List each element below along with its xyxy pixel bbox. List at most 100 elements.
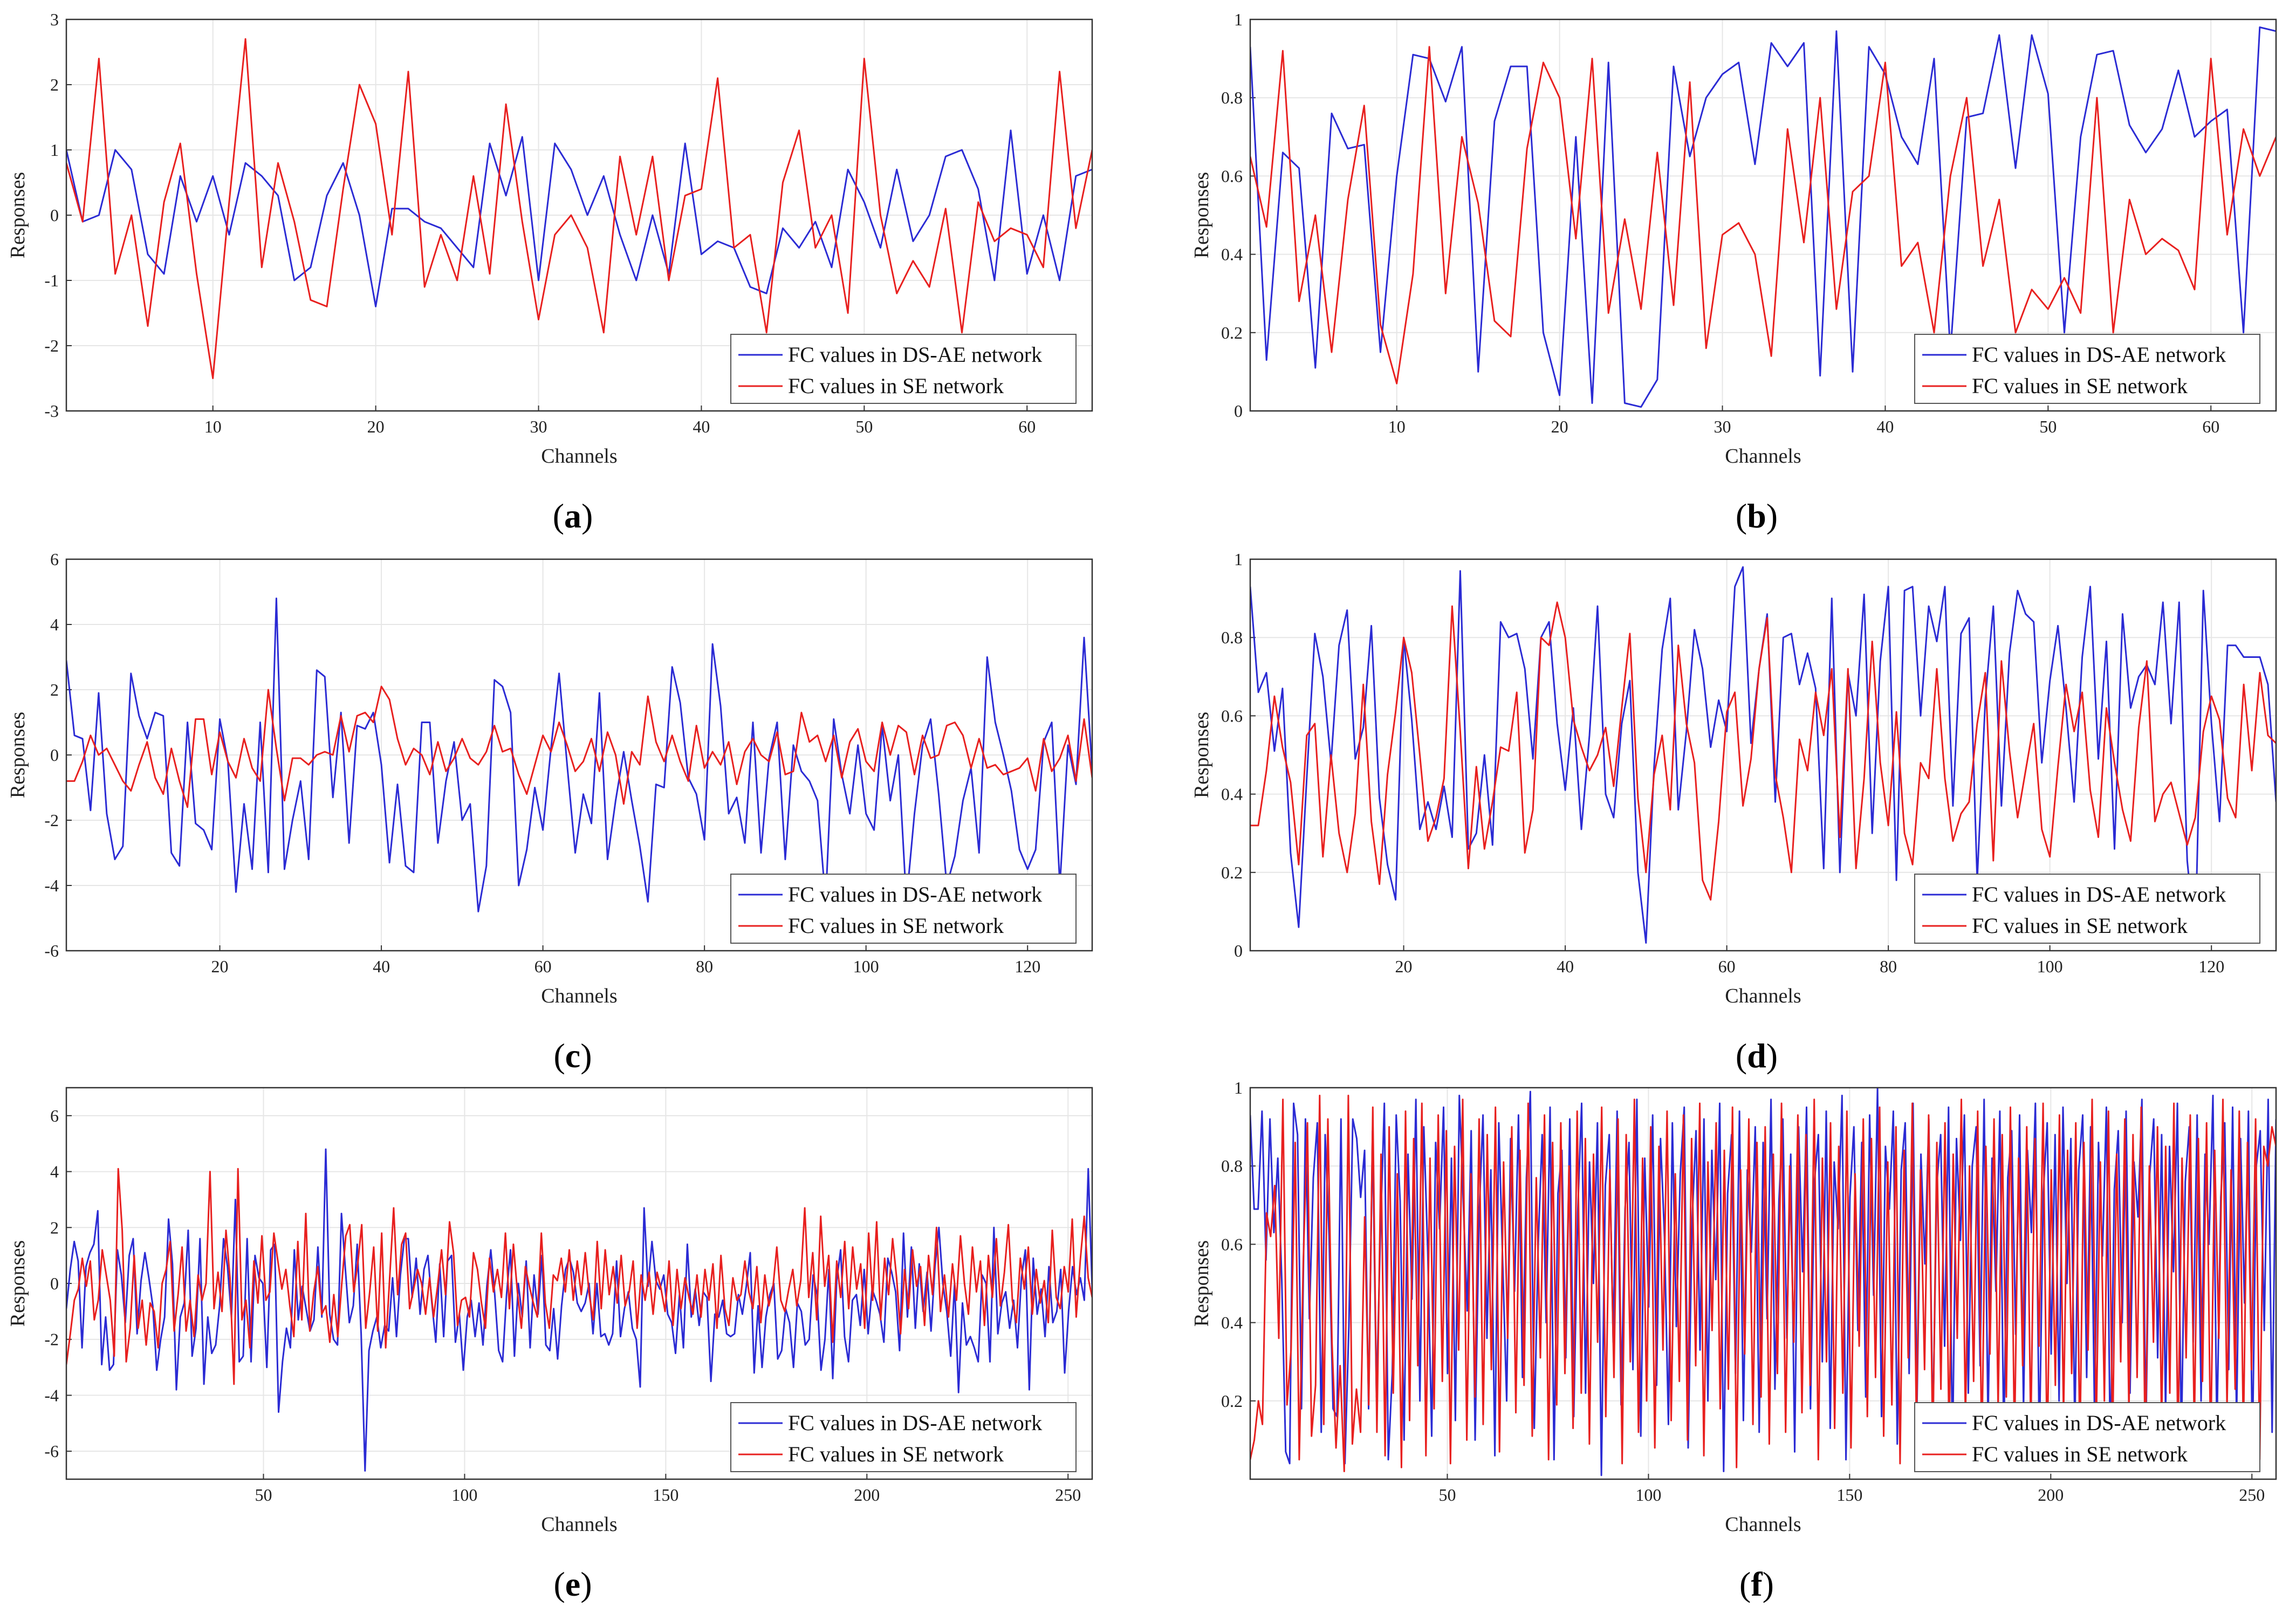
x-tick-label: 10 <box>1388 417 1406 436</box>
legend-entry: FC values in DS-AE network <box>1972 1411 2226 1435</box>
plot-frame <box>1249 558 2277 952</box>
y-tick-label: 0.2 <box>1221 1391 1243 1411</box>
series-line-se <box>66 38 1092 379</box>
y-tick-label: 0 <box>1234 941 1243 960</box>
x-tick-label: 250 <box>2239 1485 2265 1505</box>
y-tick-label: 0.2 <box>1221 323 1243 342</box>
y-tick-label: 0.2 <box>1221 863 1243 882</box>
y-tick-label: 0 <box>1234 401 1243 421</box>
legend-entry: FC values in SE network <box>788 1442 1004 1466</box>
panel-label: (f) <box>1739 1565 1774 1603</box>
y-tick-label: -4 <box>44 876 59 895</box>
y-tick-label: 3 <box>50 10 59 29</box>
legend: FC values in DS-AE network FC values in S… <box>1914 1402 2260 1472</box>
legend-entry: FC values in DS-AE network <box>788 342 1042 367</box>
panel-b: 10 20 30 40 50 60 0 0.2 0.4 0.6 0.8 1 FC values in D… <box>1190 10 2277 535</box>
series-line-se <box>1250 1095 2276 1472</box>
panel-a: 10 20 30 40 50 60 -3 -2 -1 0 1 2 3 FC values in DS-AE… <box>6 10 1093 535</box>
legend-box <box>1914 334 2260 404</box>
y-tick-label: 0.4 <box>1221 1313 1243 1333</box>
x-tick-label: 10 <box>204 417 222 436</box>
y-tick-label: 0.6 <box>1221 166 1243 186</box>
legend: FC values in DS-AE network FC values in S… <box>730 334 1077 404</box>
panel-letter: c <box>565 1036 580 1075</box>
x-tick-label: 40 <box>1557 957 1574 976</box>
x-tick-label: 20 <box>1395 957 1413 976</box>
plot-frame <box>65 18 1093 412</box>
y-tick-label: 1 <box>1234 10 1243 29</box>
y-tick-label: 1 <box>1234 550 1243 569</box>
series-line-ds-ae <box>66 598 1092 912</box>
x-tick-label: 100 <box>853 957 879 976</box>
x-tick-label: 120 <box>1015 957 1040 976</box>
y-tick-label: -4 <box>44 1385 59 1405</box>
x-tick-label: 20 <box>211 957 229 976</box>
x-tick-label: 250 <box>1055 1485 1081 1505</box>
x-tick-label: 50 <box>1438 1485 1456 1505</box>
panel-d: 20 40 60 80 100 120 0 0.2 0.4 0.6 0.8 1 FC values in… <box>1190 550 2277 1075</box>
x-tick-label: 30 <box>1714 417 1731 436</box>
x-tick-label: 100 <box>1635 1485 1661 1505</box>
x-axis-label: Channels <box>1725 1513 1801 1536</box>
legend-box <box>730 874 1077 944</box>
x-tick-label: 60 <box>1018 417 1036 436</box>
series-line-se <box>1250 601 2276 901</box>
x-tick-label: 100 <box>2037 957 2063 976</box>
series-line-ds-ae <box>1250 26 2276 408</box>
panel-label: (b) <box>1736 497 1778 535</box>
y-axis-label: Responses <box>6 172 29 258</box>
x-tick-label: 60 <box>1718 957 1736 976</box>
y-tick-label: -6 <box>44 941 59 960</box>
legend: FC values in DS-AE network FC values in S… <box>730 874 1077 944</box>
x-tick-label: 80 <box>1880 957 1897 976</box>
y-tick-label: 4 <box>50 1162 59 1182</box>
y-tick-label: 0.8 <box>1221 1156 1243 1176</box>
y-tick-label: -1 <box>44 271 59 290</box>
y-tick-label: 0.8 <box>1221 628 1243 647</box>
x-axis-label: Channels <box>1725 985 1801 1007</box>
y-axis-label: Responses <box>6 1240 29 1327</box>
panel-label: (d) <box>1736 1036 1778 1075</box>
plot-frame <box>1249 1087 2277 1480</box>
x-axis-label: Channels <box>541 445 617 468</box>
y-tick-label: 4 <box>50 615 59 634</box>
x-tick-label: 150 <box>653 1485 678 1505</box>
x-tick-label: 80 <box>696 957 713 976</box>
x-axis-label: Channels <box>1725 445 1801 468</box>
x-tick-label: 40 <box>373 957 390 976</box>
legend-box <box>730 1402 1077 1472</box>
y-tick-label: 0.4 <box>1221 785 1243 804</box>
legend-entry: FC values in SE network <box>1972 374 2188 398</box>
y-tick-label: 2 <box>50 75 59 94</box>
legend: FC values in DS-AE network FC values in S… <box>1914 334 2260 404</box>
plot-frame <box>65 1087 1093 1480</box>
plot-frame <box>1249 18 2277 412</box>
legend-entry: FC values in SE network <box>1972 914 2188 938</box>
x-tick-label: 50 <box>255 1485 272 1505</box>
panel-f: 50 100 150 200 250 0.2 0.4 0.6 0.8 1 FC values in … <box>1190 1078 2277 1603</box>
y-tick-label: 0 <box>50 745 59 765</box>
plot-frame <box>65 558 1093 952</box>
y-tick-label: 0 <box>50 205 59 225</box>
legend-entry: FC values in SE network <box>788 374 1004 398</box>
y-tick-label: 0 <box>50 1274 59 1293</box>
panel-letter: a <box>564 497 581 535</box>
panel-label: (a) <box>553 497 593 535</box>
panel-letter: b <box>1747 497 1766 535</box>
y-tick-label: 2 <box>50 1218 59 1237</box>
panel-letter: e <box>565 1565 580 1603</box>
y-axis-label: Responses <box>1190 1240 1213 1327</box>
x-tick-label: 100 <box>451 1485 477 1505</box>
x-tick-label: 200 <box>2038 1485 2064 1505</box>
x-axis-label: Channels <box>541 985 617 1007</box>
legend-entry: FC values in SE network <box>788 914 1004 938</box>
series-line-ds-ae <box>1250 1088 2276 1476</box>
y-tick-label: 6 <box>50 1106 59 1125</box>
x-tick-label: 60 <box>534 957 552 976</box>
y-axis-label: Responses <box>1190 172 1213 258</box>
y-tick-label: 0.6 <box>1221 706 1243 725</box>
legend-entry: FC values in DS-AE network <box>1972 882 2226 906</box>
x-tick-label: 20 <box>1551 417 1568 436</box>
y-tick-label: 1 <box>50 140 59 160</box>
